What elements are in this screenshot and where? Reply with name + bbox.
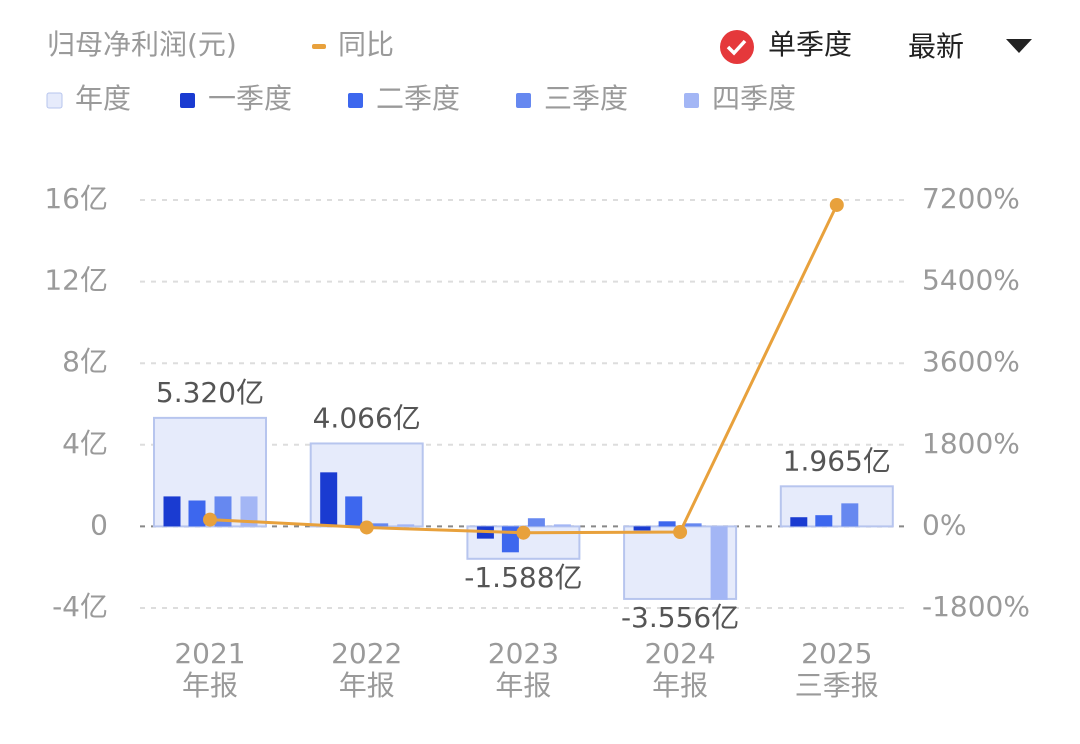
y-tick-label: -4亿 — [52, 590, 108, 623]
yoy-line — [209, 204, 839, 535]
yoy-point — [516, 525, 531, 540]
x-tick-label: 2023 — [488, 637, 559, 670]
x-tick-label: 2024 — [644, 637, 715, 670]
legend-label: 三季度 — [544, 82, 628, 115]
y2-tick-label: 3600% — [922, 345, 1020, 378]
quarter-bar — [710, 526, 728, 600]
quarter-bar — [527, 518, 545, 527]
legend-label: 同比 — [338, 28, 394, 61]
quarter-bar — [553, 524, 571, 527]
x-tick-label: 年报 — [652, 669, 708, 702]
y2-tick-label: -1800% — [922, 590, 1030, 623]
quarter-bar — [163, 496, 181, 527]
y-tick-label: 0 — [90, 508, 108, 541]
x-tick-label: 三季报 — [795, 669, 879, 702]
x-tick-label: 年报 — [495, 669, 551, 702]
value-label: -3.556亿 — [621, 601, 739, 634]
value-label: 4.066亿 — [313, 401, 421, 434]
quarter-bar — [188, 500, 206, 527]
yoy-point — [673, 525, 688, 540]
value-label: -1.588亿 — [464, 561, 582, 594]
yoy-point — [829, 197, 844, 212]
x-tick-label: 年报 — [339, 669, 395, 702]
mode-label[interactable]: 单季度 — [768, 28, 852, 61]
chart-title: 归母净利润(元) — [47, 28, 237, 61]
quarter-bar — [240, 496, 258, 527]
y-tick-label: 16亿 — [44, 182, 108, 215]
value-label: 5.320亿 — [156, 376, 264, 409]
quarter-bar — [684, 523, 702, 527]
check-mark — [726, 39, 747, 56]
legend-swatch — [348, 93, 363, 108]
y-tick-label: 12亿 — [44, 264, 108, 297]
mode-icon[interactable] — [720, 30, 754, 64]
y-tick-label: 8亿 — [62, 345, 108, 378]
quarter-bar — [633, 526, 651, 531]
dropdown-arrow[interactable] — [1006, 39, 1032, 53]
quarter-bar — [320, 472, 338, 527]
legend-label: 一季度 — [208, 82, 292, 115]
legend-label: 四季度 — [712, 82, 796, 115]
quarter-bar — [345, 496, 363, 527]
x-tick-label: 2021 — [174, 637, 245, 670]
legend-swatch — [312, 44, 326, 49]
y2-tick-label: 1800% — [922, 427, 1020, 460]
y-tick-label: 4亿 — [62, 427, 108, 460]
x-tick-label: 2025 — [801, 637, 872, 670]
legend-swatch — [516, 93, 531, 108]
quarter-bar — [815, 515, 833, 527]
x-tick-label: 2022 — [331, 637, 402, 670]
yoy-point — [359, 520, 374, 535]
yoy-point — [203, 512, 217, 527]
y2-tick-label: 0% — [922, 508, 966, 541]
annual-bar — [779, 485, 894, 528]
legend-swatch — [180, 93, 195, 108]
quarter-bar — [501, 526, 519, 553]
value-label: 1.965亿 — [783, 444, 891, 477]
legend-label: 二季度 — [376, 82, 460, 115]
legend-swatch — [46, 92, 63, 109]
legend-swatch — [684, 93, 699, 108]
period-label[interactable]: 最新 — [908, 30, 964, 63]
legend-label: 年度 — [75, 82, 131, 115]
quarter-bar — [371, 523, 389, 527]
y2-tick-label: 5400% — [922, 264, 1020, 297]
quarter-bar — [397, 524, 415, 527]
x-tick-label: 年报 — [182, 669, 238, 702]
quarter-bar — [658, 521, 676, 527]
quarter-bar — [790, 517, 808, 527]
y2-tick-label: 7200% — [922, 182, 1020, 215]
quarter-bar — [841, 503, 859, 527]
